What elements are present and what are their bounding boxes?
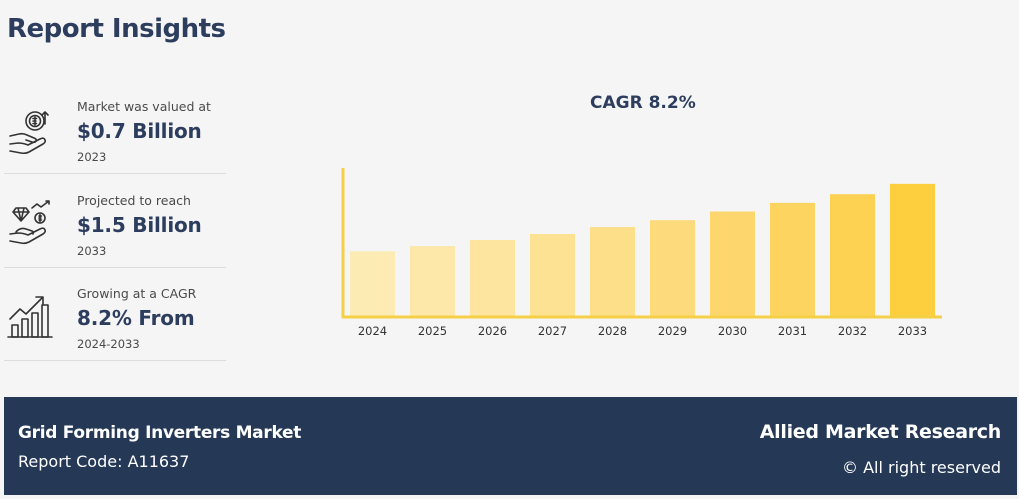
x-tick-label-2030: 2030 [718,324,747,338]
cagr-bar-chart: 2024 2025 2026 2027 2028 2029 2030 2031 2032 2033 [341,168,942,338]
copyright-text: © All right reserved [842,458,1001,477]
stat-label: Growing at a CAGR [77,286,197,301]
bar-2028 [590,227,635,317]
bar-2027 [530,233,575,317]
chart-title: CAGR 8.2% [590,93,696,113]
stat-label: Projected to reach [77,193,191,208]
stat-value: $1.5 Billion [77,213,202,237]
x-tick-label-2029: 2029 [658,324,687,338]
stat-year: 2033 [77,244,107,258]
x-tick-label-2028: 2028 [598,324,627,338]
bar-2029 [650,220,695,317]
bar-2030 [710,211,755,317]
bar-2026 [470,240,515,317]
x-tick-label-2032: 2032 [838,324,867,338]
stat-year: 2023 [77,150,107,164]
brand-name: Allied Market Research [759,421,1002,443]
diamond-coin-hand-icon [9,200,50,245]
bar-2032 [830,194,875,317]
stat-year: 2024-2033 [77,337,140,351]
stat-value: 8.2% From [77,306,195,330]
page-title: Report Insights [7,14,226,44]
report-code: Report Code: A11637 [18,452,190,471]
bar-2024 [350,251,395,317]
x-tick-label-2027: 2027 [538,324,567,338]
stat-market-value: Market was valued at $0.7 Billion 2023 [4,80,226,174]
stat-value: $0.7 Billion [77,119,202,143]
x-tick-label-2031: 2031 [778,324,807,338]
x-tick-label-2026: 2026 [478,324,507,338]
x-tick-label-2025: 2025 [418,324,447,338]
x-tick-label-2033: 2033 [898,324,927,338]
stat-cagr: Growing at a CAGR 8.2% From 2024-2033 [4,267,226,361]
growth-bar-chart-icon [7,296,53,338]
footer-banner: Grid Forming Inverters Market Report Cod… [4,397,1017,495]
bar-2033 [890,183,935,317]
money-hand-icon [9,111,49,154]
bar-2025 [410,246,455,317]
stat-label: Market was valued at [77,99,211,114]
x-tick-label-2024: 2024 [358,324,387,338]
market-name: Grid Forming Inverters Market [18,423,302,443]
stat-projected-value: Projected to reach $1.5 Billion 2033 [4,174,226,268]
bar-2031 [770,202,815,317]
